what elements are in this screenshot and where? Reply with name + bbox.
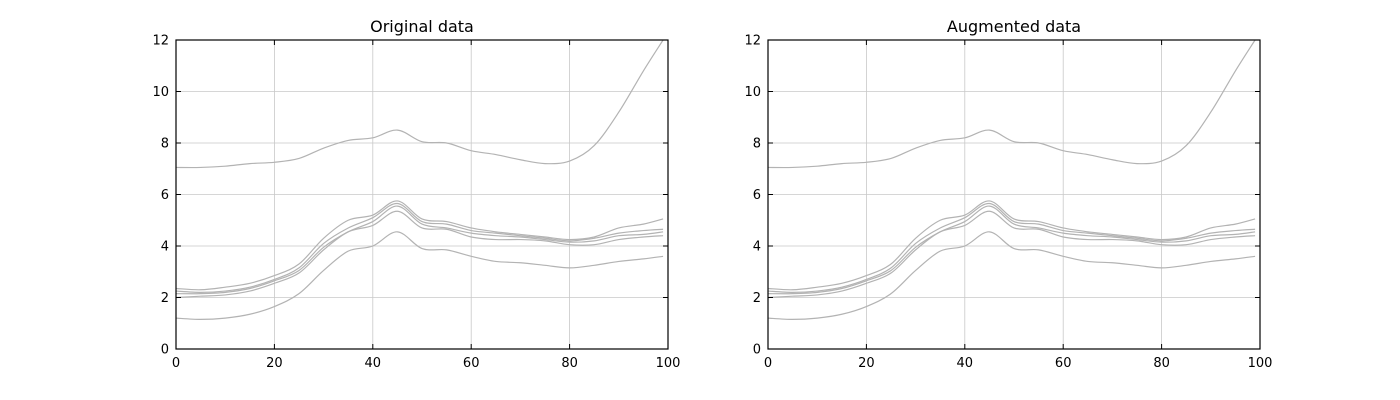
series-line-2	[767, 200, 1256, 291]
series-line-6	[175, 231, 664, 320]
x-tick-label: 100	[656, 356, 681, 371]
x-tick-label: 20	[858, 356, 875, 371]
axes: 0 20 40 60 80 100 0 2 4 6 8 10 12	[152, 34, 680, 372]
series-line-1	[175, 39, 664, 169]
x-tick-label: 60	[463, 356, 480, 371]
y-tick-label: 10	[152, 85, 169, 100]
y-tick-label: 6	[161, 188, 169, 203]
x-tick-label: 80	[1153, 356, 1170, 371]
chart-original-data: Original data 0 20 40 60 80 100 0 2 4 6 8 10 12	[152, 17, 680, 371]
y-tick-label: 0	[753, 343, 761, 358]
x-tick-label: 60	[1055, 356, 1072, 371]
grid	[175, 39, 669, 350]
series-line-3	[175, 202, 664, 293]
y-tick-label: 10	[744, 85, 761, 100]
x-tick-label: 100	[1248, 356, 1273, 371]
chart-title: Original data	[370, 17, 474, 36]
y-tick-label: 0	[161, 343, 169, 358]
series-line-3	[767, 202, 1256, 293]
x-tick-label: 0	[764, 356, 772, 371]
axes: 0 20 40 60 80 100 0 2 4 6 8 10 12	[744, 34, 1272, 372]
y-tick-label: 8	[161, 137, 169, 152]
y-tick-label: 4	[161, 240, 169, 255]
series-line-6	[767, 231, 1256, 320]
x-tick-label: 80	[561, 356, 578, 371]
x-tick-label: 20	[266, 356, 283, 371]
series-line-5	[175, 210, 664, 299]
x-tick-label: 40	[957, 356, 974, 371]
grid	[767, 39, 1261, 350]
series-line-2	[175, 200, 664, 291]
series-line-4	[767, 205, 1256, 295]
chart-augmented-data: Augmented data 0 20 40 60 80 100 0 2 4 6 8 10 12	[744, 17, 1272, 371]
y-tick-label: 8	[753, 137, 761, 152]
series-line-5	[767, 210, 1256, 299]
series-lines	[767, 39, 1256, 320]
series-lines	[175, 39, 664, 320]
series-line-1	[767, 39, 1256, 169]
chart-title: Augmented data	[947, 17, 1081, 36]
y-tick-label: 4	[753, 240, 761, 255]
series-line-4	[175, 205, 664, 295]
x-tick-label: 0	[172, 356, 180, 371]
x-tick-label: 40	[365, 356, 382, 371]
y-tick-label: 2	[753, 291, 761, 306]
y-tick-label: 12	[152, 34, 169, 49]
y-tick-label: 2	[161, 291, 169, 306]
y-tick-label: 6	[753, 188, 761, 203]
y-tick-label: 12	[744, 34, 761, 49]
